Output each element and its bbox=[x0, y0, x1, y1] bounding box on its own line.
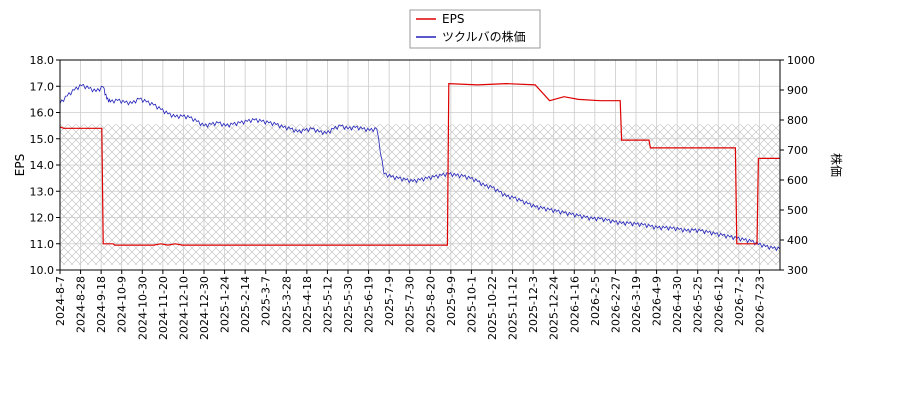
x-tick-label: 2026-2-27 bbox=[609, 276, 622, 333]
x-tick-label: 2026-7-2 bbox=[733, 276, 746, 326]
legend: EPS ツクルバの株価 bbox=[409, 9, 541, 49]
x-tick-label: 2024-8-7 bbox=[54, 276, 67, 326]
x-tick-label: 2025-4-18 bbox=[301, 276, 314, 333]
x-tick-label: 2024-11-20 bbox=[157, 276, 170, 340]
x-tick-label: 2025-5-12 bbox=[321, 276, 334, 333]
left-tick-label: 18.0 bbox=[30, 54, 55, 67]
x-tick-label: 2025-1-24 bbox=[219, 276, 232, 333]
left-tick-label: 13.0 bbox=[30, 185, 55, 198]
right-tick-label: 900 bbox=[787, 84, 808, 97]
x-tick-label: 2024-12-30 bbox=[198, 276, 211, 340]
x-tick-label: 2026-3-19 bbox=[630, 276, 643, 333]
plot-frame bbox=[59, 59, 781, 271]
right-tick-label: 1000 bbox=[787, 54, 815, 67]
x-tick-label: 2026-5-25 bbox=[692, 276, 705, 333]
right-axis-ticks: 300 400 500 600 700 800 900 1000 bbox=[780, 54, 815, 277]
legend-box bbox=[409, 9, 541, 49]
right-tick-label: 800 bbox=[787, 114, 808, 127]
stock-price-line bbox=[60, 83, 780, 252]
x-tick-label: 2026-2-5 bbox=[589, 276, 602, 326]
x-tick-label: 2025-7-9 bbox=[383, 276, 396, 326]
legend-stock-label: ツクルバの株価 bbox=[442, 29, 526, 44]
right-tick-label: 400 bbox=[787, 234, 808, 247]
x-tick-label: 2025-10-1 bbox=[465, 276, 478, 333]
x-tick-label: 2025-11-12 bbox=[507, 276, 520, 340]
x-tick-label: 2025-3-7 bbox=[260, 276, 273, 326]
left-tick-label: 15.0 bbox=[30, 133, 55, 146]
x-tick-label: 2025-6-19 bbox=[363, 276, 376, 333]
x-tick-label: 2026-7-23 bbox=[753, 276, 766, 333]
eps-line bbox=[60, 82, 780, 246]
x-tick-label: 2026-4-9 bbox=[651, 276, 664, 326]
legend-eps-label: EPS bbox=[442, 12, 464, 26]
x-tick-label: 2025-10-22 bbox=[486, 276, 499, 340]
x-tick-label: 2024-9-18 bbox=[95, 276, 108, 333]
right-tick-label: 700 bbox=[787, 144, 808, 157]
left-tick-label: 14.0 bbox=[30, 159, 55, 172]
x-tick-label: 2025-12-3 bbox=[527, 276, 540, 333]
x-tick-label: 2024-10-30 bbox=[136, 276, 149, 340]
left-tick-label: 16.0 bbox=[30, 107, 55, 120]
x-tick-label: 2025-8-20 bbox=[424, 276, 437, 333]
x-tick-label: 2026-1-16 bbox=[568, 276, 581, 333]
x-tick-label: 2025-12-24 bbox=[548, 276, 561, 340]
left-axis-label: EPS bbox=[13, 154, 27, 176]
x-tick-label: 2025-7-30 bbox=[404, 276, 417, 333]
x-tick-label: 2024-8-28 bbox=[75, 276, 88, 333]
right-tick-label: 500 bbox=[787, 204, 808, 217]
x-tick-label: 2026-4-30 bbox=[671, 276, 684, 333]
x-tick-label: 2026-6-12 bbox=[712, 276, 725, 333]
x-axis-ticks: 2024-8-7 2024-8-28 2024-9-18 2024-10-9 2024-… bbox=[54, 270, 766, 340]
x-tick-label: 2025-2-14 bbox=[239, 276, 252, 333]
x-tick-label: 2025-3-28 bbox=[280, 276, 293, 333]
right-tick-label: 600 bbox=[787, 174, 808, 187]
left-tick-label: 17.0 bbox=[30, 80, 55, 93]
left-tick-label: 11.0 bbox=[30, 238, 55, 251]
x-tick-label: 2024-12-10 bbox=[177, 276, 190, 340]
right-tick-label: 300 bbox=[787, 264, 808, 277]
grid-lines bbox=[59, 59, 780, 271]
x-tick-label: 2024-10-9 bbox=[116, 276, 129, 333]
x-tick-label: 2025-5-30 bbox=[342, 276, 355, 333]
x-tick-label: 2025-9-9 bbox=[445, 276, 458, 326]
left-tick-label: 12.0 bbox=[30, 212, 55, 225]
left-axis-ticks: 10.0 11.0 12.0 13.0 14.0 15.0 16.0 17.0 18.0 bbox=[30, 54, 60, 277]
left-tick-label: 10.0 bbox=[30, 264, 55, 277]
right-axis-label: 株価 bbox=[829, 153, 844, 177]
